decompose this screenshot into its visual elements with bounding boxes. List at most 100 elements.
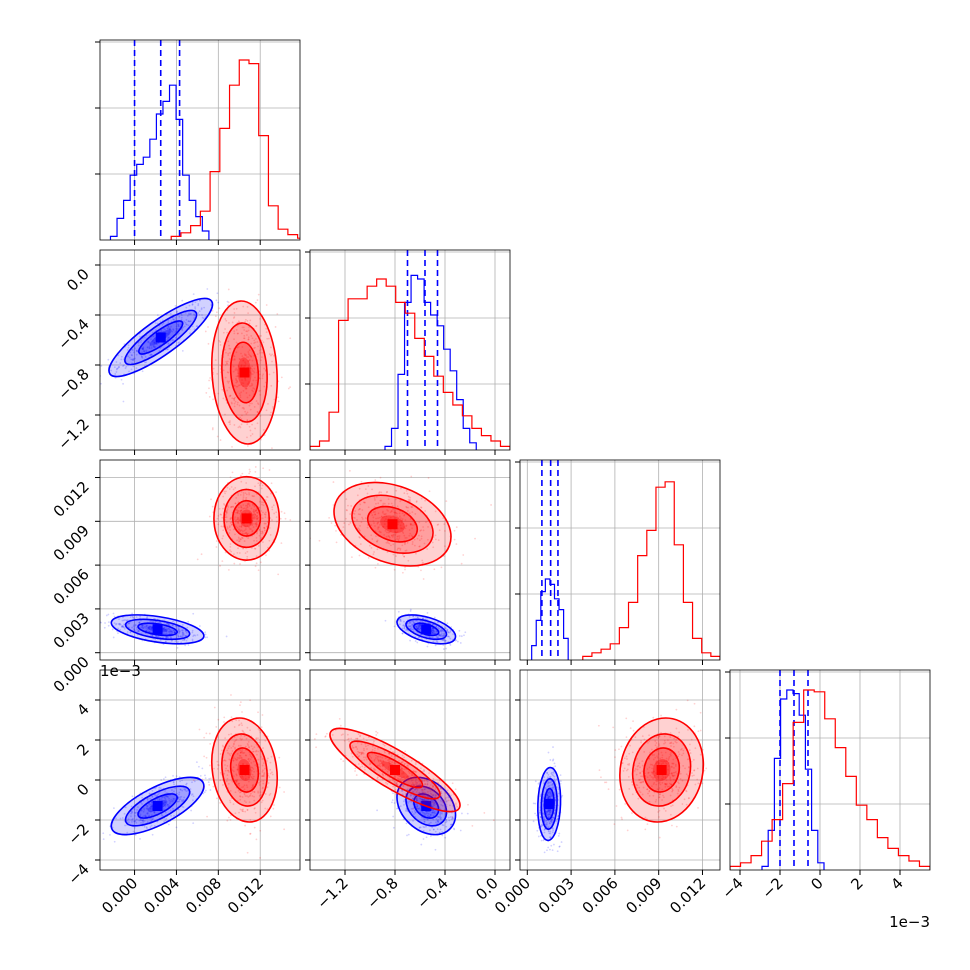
scatter-point — [263, 529, 266, 532]
scatter-point — [440, 628, 443, 631]
scatter-point — [244, 377, 247, 380]
y-tick-label: −2 — [64, 820, 92, 848]
scatter-point — [401, 527, 404, 530]
scatter-point — [261, 775, 264, 778]
scatter-point — [547, 829, 550, 832]
scatter-point — [150, 354, 152, 356]
scatter-point — [235, 759, 238, 761]
scatter-point — [549, 822, 551, 825]
scatter-point — [250, 792, 252, 795]
scatter-point — [181, 779, 183, 782]
scatter-point — [147, 340, 150, 343]
scatter-point — [150, 353, 153, 356]
scatter-point — [251, 522, 254, 525]
scatter-point — [222, 535, 225, 537]
scatter-point — [249, 818, 252, 821]
scatter-point — [256, 515, 259, 517]
scatter-point — [124, 367, 127, 370]
scatter-point — [432, 629, 435, 632]
scatter-point — [138, 621, 141, 624]
scatter-point — [180, 314, 183, 317]
scatter-point — [452, 817, 454, 820]
scatter-point — [255, 521, 258, 524]
scatter-point — [130, 368, 133, 371]
scatter-point — [237, 782, 240, 785]
scatter-point — [250, 745, 253, 748]
scatter-point — [227, 568, 230, 571]
scatter-point — [442, 824, 445, 827]
scatter-point — [471, 824, 474, 827]
scatter-point — [246, 419, 249, 422]
scatter-point — [416, 627, 419, 630]
scatter-point — [548, 776, 551, 779]
contour-line — [108, 297, 214, 378]
scatter-point — [549, 781, 552, 784]
scatter-point — [237, 426, 240, 429]
scatter-point — [146, 346, 149, 348]
scatter-point — [228, 386, 231, 389]
scatter-point — [122, 616, 124, 619]
scatter-point — [209, 777, 212, 780]
scatter-point — [251, 748, 254, 750]
scatter-point — [138, 812, 141, 815]
scatter-point — [421, 789, 424, 792]
scatter-point — [227, 288, 230, 291]
scatter-point — [238, 384, 241, 387]
scatter-point — [239, 798, 242, 801]
scatter-point — [422, 785, 425, 788]
scatter-point — [242, 810, 245, 813]
scatter-point — [387, 542, 389, 544]
scatter-point — [165, 628, 168, 630]
scatter-point — [369, 762, 372, 765]
scatter-point — [227, 752, 229, 754]
contour-line — [137, 793, 178, 819]
scatter-point — [238, 528, 240, 530]
scatter-point — [252, 750, 255, 753]
scatter-point — [463, 634, 465, 637]
scatter-point — [639, 791, 642, 794]
scatter-point — [239, 751, 242, 754]
contour-line — [351, 494, 434, 554]
scatter-point — [253, 342, 256, 345]
scatter-point — [683, 798, 686, 801]
scatter-point — [421, 559, 424, 562]
scatter-point — [415, 797, 417, 800]
scatter-point — [549, 811, 551, 814]
scatter-point — [252, 510, 255, 513]
scatter-point — [146, 827, 148, 830]
scatter-point — [239, 749, 242, 752]
scatter-point — [238, 791, 241, 794]
scatter-point — [226, 360, 229, 363]
scatter-point — [415, 625, 417, 628]
scatter-point — [399, 618, 402, 621]
scatter-point — [381, 773, 384, 775]
scatter-point — [234, 502, 237, 505]
scatter-point — [233, 332, 236, 335]
scatter-point — [177, 342, 180, 344]
scatter-point — [412, 777, 415, 779]
scatter-point — [131, 795, 134, 798]
scatter-point — [178, 630, 180, 633]
scatter-point — [120, 626, 123, 628]
scatter-point — [411, 782, 414, 784]
scatter-point — [432, 800, 435, 803]
scatter-point — [356, 737, 359, 740]
scatter-point — [395, 498, 397, 501]
scatter-point — [236, 552, 239, 554]
scatter-point — [178, 791, 181, 794]
scatter-point — [640, 741, 642, 744]
scatter-point — [140, 819, 142, 821]
scatter-point — [443, 632, 445, 635]
scatter-point — [444, 798, 447, 800]
scatter-point — [431, 789, 434, 792]
scatter-point — [434, 830, 437, 833]
scatter-point — [235, 351, 238, 354]
scatter-point — [239, 752, 242, 754]
scatter-point — [392, 779, 394, 782]
scatter-point — [204, 636, 207, 639]
scatter-point — [173, 631, 176, 633]
scatter-point — [262, 782, 265, 785]
scatter-point — [112, 612, 115, 615]
scatter-point — [383, 515, 385, 518]
scatter-point — [216, 767, 219, 770]
